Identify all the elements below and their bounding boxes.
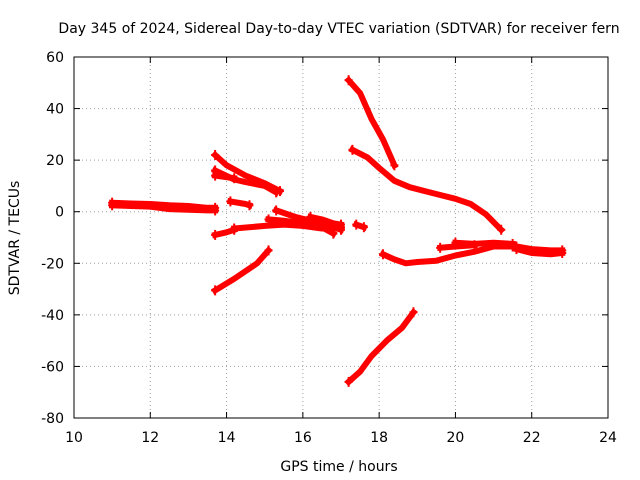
- x-tick-label: 24: [599, 430, 617, 446]
- axis-ticks: [73, 56, 609, 419]
- x-tick-label: 16: [294, 430, 312, 446]
- series-line-track-13: [210, 246, 273, 295]
- series-line-track-15: [348, 145, 506, 235]
- y-tick-label: 0: [55, 205, 64, 221]
- grid-lines: [74, 57, 608, 418]
- tick-labels: 10 12 14 16 18 20 22 24 -80 -60 -40 -20 0 20 40 60: [41, 50, 617, 446]
- x-tick-label: 14: [218, 430, 236, 446]
- plot-frame: [73, 56, 609, 419]
- x-tick-label: 18: [370, 430, 388, 446]
- y-tick-label: -40: [41, 308, 64, 324]
- y-tick-label: -20: [41, 256, 64, 272]
- y-tick-label: 40: [46, 102, 64, 118]
- series-line-track-14: [344, 75, 399, 170]
- series-line-track-9: [265, 216, 338, 238]
- series-line-track-18: [436, 242, 478, 252]
- series-line-track-20: [512, 245, 566, 258]
- x-axis-title: GPS time / hours: [280, 459, 397, 475]
- series-line-track-19: [513, 243, 566, 254]
- x-tick-label: 10: [65, 430, 83, 446]
- series-line-track-21: [344, 308, 418, 387]
- x-tick-label: 22: [523, 430, 541, 446]
- y-tick-label: -80: [41, 411, 64, 427]
- y-tick-label: 60: [46, 50, 64, 66]
- data-series: [108, 75, 567, 387]
- series-line-track-2: [108, 202, 219, 214]
- y-tick-label: -60: [41, 359, 64, 375]
- x-tick-label: 20: [447, 430, 465, 446]
- x-tick-label: 12: [141, 430, 159, 446]
- chart-title: Day 345 of 2024, Sidereal Day-to-day VTE…: [58, 21, 619, 37]
- y-tick-label: 20: [46, 153, 64, 169]
- series-line-track-16: [379, 243, 516, 267]
- y-axis-title: SDTVAR / TECUs: [7, 181, 23, 296]
